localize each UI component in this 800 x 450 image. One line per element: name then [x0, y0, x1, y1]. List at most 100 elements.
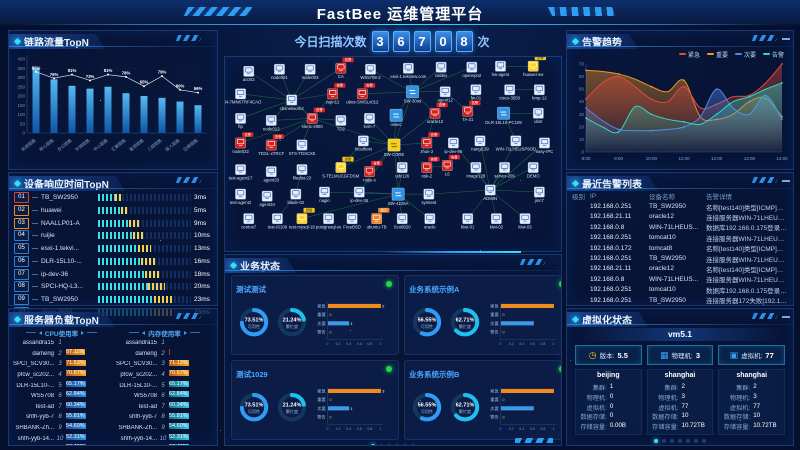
pagination-dot[interactable]	[694, 438, 698, 443]
topo-node-ubuntu-TB[interactable]: 提示 ubuntu-TB	[367, 208, 390, 230]
topo-node-TDSL-xTRCF[interactable]: 告警 TDSL-xTRCF	[258, 134, 284, 156]
topo-node-ubos-SWSLx012[interactable]: 告警 ubos-SWSLx012	[346, 83, 379, 105]
topo-node-oracle12[interactable]: 告警 oracle12	[427, 102, 448, 124]
topo-node-SW-4226A[interactable]: SW-4226A	[388, 187, 409, 206]
topo-node-agent33[interactable]: agent33	[264, 166, 280, 182]
topo-node-image128[interactable]: image128	[467, 162, 486, 178]
pagination-dot[interactable]	[379, 444, 383, 445]
pagination-dot[interactable]	[403, 444, 407, 445]
topo-node-nagio[interactable]: nagio	[319, 186, 330, 203]
topo-node-WIN-71LHEUSP9OD[interactable]: WIN-71LHEUSP9OD	[496, 135, 536, 152]
alarm-detail: 名称[test140]类型[ICMP]目标[192.168...	[706, 204, 788, 212]
minimize-button[interactable]	[782, 180, 790, 182]
topo-node-blade-02[interactable]: blade-02	[287, 188, 305, 205]
header-ticks-decoration	[751, 35, 779, 41]
pagination-dot[interactable]	[686, 438, 690, 443]
topo-node-node012[interactable]: node012	[263, 115, 280, 131]
topo-node-server-209[interactable]: server-209	[494, 162, 515, 178]
topo-node-zabbix[interactable]: zabbix	[435, 61, 448, 78]
topo-node-L6[interactable]: 告警 L6	[441, 154, 461, 176]
topo-node-FreeBSD[interactable]: FreeBSD	[343, 213, 361, 230]
pagination-dot[interactable]	[387, 444, 391, 445]
topo-node-filedist-23[interactable]: filedist-23	[293, 164, 312, 180]
topo-node-TA-31[interactable]: 告警 TA-31	[462, 100, 481, 122]
topo-node-osk-2[interactable]: 告警 osk-2	[421, 156, 440, 178]
pagination-dot[interactable]	[411, 444, 415, 445]
pagination-dot[interactable]	[371, 444, 375, 445]
topo-node-WS5708-2[interactable]: WS5708-2	[360, 63, 381, 80]
topo-node-kiwi-03[interactable]: kiwi-03	[518, 213, 532, 230]
topo-node-kvm-7[interactable]: kvm-7	[364, 113, 376, 129]
topo-node-test-agent2[interactable]: test-agent2	[230, 188, 252, 205]
topo-node-nangi139[interactable]: nangi139	[471, 135, 489, 152]
topo-node-udc126[interactable]: udc126	[395, 162, 410, 178]
topo-node-SW-CORE[interactable]: SW-CORE	[384, 138, 405, 157]
topo-node-test-IS106[interactable]: test-IS106	[268, 213, 288, 230]
topo-node-cisco-3550[interactable]: cisco-3550	[499, 84, 521, 101]
topo-node-ADMIN[interactable]: ADMIN	[483, 184, 497, 201]
topo-node-ruijie-x[interactable]: 告警 ruijie-x	[363, 160, 383, 182]
topo-node-oracle[interactable]: oracle	[424, 213, 436, 230]
legend-item[interactable]: 重要	[706, 50, 728, 59]
topo-node-agent12[interactable]: agent12	[437, 86, 454, 103]
topo-node-postgresql-xx[interactable]: postgresql-xx	[316, 213, 342, 230]
topo-node-bmp-12[interactable]: bmp-12	[532, 84, 547, 101]
topo-node-ftp[interactable]: ftp	[235, 113, 246, 129]
topo-node-node022[interactable]: 告警 node022	[232, 132, 254, 154]
topo-node-zhuk-2[interactable]: 告警 zhuk-2	[420, 132, 440, 154]
topo-node-symtest[interactable]: symtest	[421, 188, 437, 205]
pagination-dot[interactable]	[395, 444, 399, 445]
topo-node-easy-IPC[interactable]: easy-IPC	[536, 137, 554, 154]
topo-node-elenx-2950[interactable]: 告警 elenx-2950	[302, 107, 325, 129]
pagination-dot[interactable]	[670, 438, 674, 443]
pagination-dot[interactable]	[678, 438, 682, 443]
topo-node-cbsnetwork2[interactable]: cbsnetwork2	[280, 94, 305, 111]
svg-text:告警: 告警	[439, 102, 446, 107]
topo-node-5-TELMUCGFDSM[interactable]: 预警 5-TELMUCGFDSM	[322, 156, 359, 178]
topo-node-kiwi-02[interactable]: kiwi-02	[490, 213, 504, 230]
topo-node-CA[interactable]: 告警 CA	[335, 57, 354, 79]
svg-text:次要: 次要	[490, 320, 498, 327]
topo-node-test-agent17[interactable]: test-agent17	[229, 164, 253, 180]
minimize-button[interactable]	[782, 38, 790, 40]
topo-node-agent34[interactable]: agent34	[259, 190, 276, 207]
topo-node-SW-30ss[interactable]: SW-30ss	[404, 85, 421, 104]
minimize-button[interactable]	[782, 316, 790, 318]
stat-value: 5.5	[617, 350, 628, 360]
topo-node-esxi-1.tekview.com[interactable]: esxi-1.tekview.com	[390, 62, 427, 79]
pagination-dot[interactable]	[702, 438, 706, 443]
topo-node-zajin12[interactable]: 告警 zajin12	[326, 83, 346, 105]
legend-item[interactable]: 告警	[762, 50, 784, 59]
topo-node-ip-dev-66[interactable]: ip-dev-66	[444, 137, 463, 154]
topo-node-node003[interactable]: node003	[302, 63, 319, 80]
topo-node-DLR-15L10-PC109[interactable]: DLR-15L10-PC109	[485, 106, 522, 125]
topo-node-ossec[interactable]: ossec	[389, 108, 403, 127]
legend-item[interactable]: 次要	[734, 50, 756, 59]
alarm-row: 192.168.0.251 TB_SW2950 名称[test140]类型[ICMP…	[572, 201, 788, 212]
svg-text:告警: 告警	[451, 154, 458, 159]
topo-node-kiwi-01[interactable]: kiwi-01	[461, 213, 475, 230]
topo-node-node001[interactable]: node001	[271, 63, 288, 80]
topo-node-hw-agent[interactable]: hw-agent	[492, 60, 510, 77]
topo-node-STS-TDSCX5[interactable]: STS-TDSCX5	[289, 139, 316, 156]
topo-node-test-mysql-19[interactable]: 预警 test-mysql-19	[289, 208, 315, 230]
topo-node-localhost[interactable]: localhost	[355, 135, 373, 152]
topo-node-huawei-sw[interactable]: 预警 huawei-sw	[523, 57, 546, 77]
topo-node-ubnt[interactable]: ubnt	[533, 107, 544, 124]
topo-node-TD2[interactable]: TD2	[335, 115, 347, 131]
legend-item[interactable]: 紧急	[678, 50, 700, 59]
topo-node-openvpn2[interactable]: openvpn2	[462, 61, 482, 78]
topo-node-ip-dev-36[interactable]: ip-dev-36	[350, 186, 369, 203]
pagination-dot[interactable]	[662, 438, 666, 443]
topo-node-Sco8020[interactable]: Sco8020	[394, 213, 412, 230]
topo-node-WIN-7MNKTRF4CAO[interactable]: WIN-7MNKTRF4CAO	[225, 88, 262, 105]
topo-node-centos7[interactable]: centos7	[241, 213, 257, 230]
pagination-dot[interactable]	[654, 438, 658, 443]
rank-number: 2	[58, 350, 62, 357]
topo-node-fw-01[interactable]: fw-01	[470, 84, 482, 101]
topo-node-ac002[interactable]: ac002	[243, 66, 255, 82]
svg-text:STS-TDSCX5: STS-TDSCX5	[289, 151, 316, 156]
page-title: FastBee 运维管理平台	[316, 6, 484, 23]
topo-node-jinc7[interactable]: jinc7	[534, 186, 545, 203]
topo-node-DEMO[interactable]: DEMO	[527, 162, 541, 178]
